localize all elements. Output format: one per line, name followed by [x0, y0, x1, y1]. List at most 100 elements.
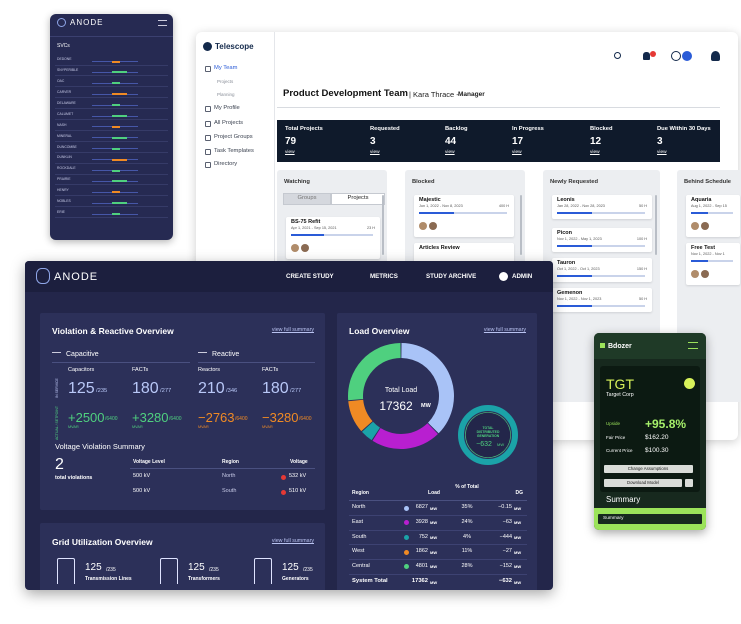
summary-link[interactable]: view full summary: [271, 538, 314, 545]
svc-name: OAC: [57, 79, 65, 84]
stat-link[interactable]: view: [370, 149, 380, 155]
region-dot: [404, 520, 409, 526]
panel-title: Grid Utilization Overview: [52, 536, 153, 547]
card-progress: [691, 212, 733, 214]
svc-row-line: [55, 195, 168, 196]
stat-link[interactable]: view: [512, 149, 522, 155]
svc-name: NASH: [57, 122, 67, 127]
svc-name: PRAIRIE: [57, 177, 71, 182]
project-card[interactable]: [552, 258, 652, 282]
asset-icon: [254, 558, 272, 584]
card-hours: 100 H: [636, 237, 647, 242]
asset-value: 125: [188, 562, 205, 573]
region-load: 3928: [415, 518, 428, 525]
dg-unit: MW: [514, 534, 522, 540]
search-icon[interactable]: [614, 52, 621, 59]
mobile-logo: [57, 18, 66, 27]
setpoint-value: /6400: [235, 415, 248, 422]
card-progress-fill: [691, 212, 708, 214]
project-card[interactable]: [552, 228, 652, 252]
anode-nav: [25, 261, 553, 292]
violation-count-label: total violations: [55, 475, 93, 482]
dropdown-label[interactable]: Summary: [603, 515, 624, 521]
hamburger[interactable]: [688, 342, 698, 349]
stat-link[interactable]: view: [285, 149, 295, 155]
dg-label: TOTAL DISTRIBUTED GENERATION: [476, 426, 500, 439]
button-label[interactable]: Download Model: [626, 479, 660, 485]
stat-value: 44: [445, 136, 457, 147]
svc-bar-fill: [112, 158, 127, 161]
summary-title: Voltage Violation Summary: [55, 442, 145, 452]
project-card[interactable]: [286, 217, 380, 259]
svc-name: HENRY: [57, 188, 69, 193]
in-service-value: 125: [68, 380, 95, 397]
card-name: Aquaria: [691, 197, 712, 204]
stat-value: 79: [285, 136, 297, 147]
dropdown[interactable]: [598, 514, 702, 524]
stat-link[interactable]: view: [590, 149, 600, 155]
nav-item[interactable]: Project Groups: [214, 134, 253, 141]
share-button[interactable]: [685, 479, 693, 487]
row-rule: [349, 559, 527, 560]
help-icon[interactable]: [671, 51, 681, 61]
card-dates: Aug 1, 2022 - Sep 15: [691, 204, 727, 209]
nav-item[interactable]: My Profile: [214, 105, 240, 112]
svc-bar-fill: [112, 169, 120, 172]
mvar-unit: MVAR: [68, 425, 79, 430]
region-dot: [404, 505, 409, 511]
svc-name: ROCKDALE: [57, 166, 76, 171]
stat-link[interactable]: view: [445, 149, 455, 155]
card-progress: [291, 234, 373, 236]
button-label[interactable]: Change Assumptions: [627, 465, 669, 471]
tab-groups[interactable]: [283, 193, 331, 205]
load-unit: MW: [430, 564, 438, 570]
table-header: Region: [222, 458, 239, 465]
nav-item[interactable]: Projects: [217, 78, 234, 84]
nav-link[interactable]: METRICS: [370, 272, 398, 280]
donut-segment: [401, 343, 454, 434]
nav-item[interactable]: Planning: [217, 91, 235, 97]
project-card[interactable]: [686, 243, 740, 285]
item-label: Reactors: [198, 367, 221, 374]
panel-title: Violation & Reactive Overview: [52, 325, 174, 336]
stat-label: Backlog: [445, 126, 468, 133]
project-card[interactable]: [552, 195, 652, 219]
dg-unit: MW: [514, 505, 522, 511]
card-progress: [557, 245, 645, 247]
button[interactable]: [604, 465, 693, 473]
cell: 500 kV: [133, 473, 151, 480]
stat-link[interactable]: view: [657, 149, 667, 155]
tab-label[interactable]: Projects: [347, 195, 369, 202]
nav-item[interactable]: My Team: [214, 65, 238, 72]
tab-label[interactable]: Groups: [297, 195, 317, 202]
avatar: [701, 270, 709, 278]
bell-icon[interactable]: [643, 52, 650, 60]
nav-link[interactable]: ADMIN: [512, 272, 533, 280]
card-dates: Jun 1, 2022 - Nov 8, 2023: [419, 204, 463, 209]
card-hours: 50 H: [638, 297, 647, 302]
project-card[interactable]: [414, 195, 514, 237]
nav-item[interactable]: All Projects: [214, 120, 243, 127]
region-dot: [404, 549, 409, 555]
svc-name: NOBLES: [57, 199, 71, 203]
svc-row-line: [55, 97, 168, 98]
telescope-brand: Telescope: [215, 42, 254, 51]
nav-link[interactable]: STUDY ARCHIVE: [426, 272, 477, 280]
region-name: East: [352, 518, 364, 525]
group-rule: [198, 362, 315, 363]
project-card[interactable]: [552, 288, 652, 312]
project-card[interactable]: [686, 195, 740, 237]
alert-dot: [281, 474, 286, 480]
mobile-brand: ANODE: [70, 18, 104, 27]
nav-link[interactable]: CREATE STUDY: [286, 272, 334, 280]
region-dg: −152: [499, 563, 512, 570]
admin-icon[interactable]: [499, 272, 508, 281]
mobile-header-line: [50, 36, 173, 37]
user-icon[interactable]: [711, 51, 720, 61]
tab-projects[interactable]: [331, 193, 385, 205]
summary-link[interactable]: view full summary: [271, 327, 314, 334]
nav-item[interactable]: Task Templates: [214, 148, 254, 155]
summary-link[interactable]: view full summary: [483, 327, 526, 334]
button[interactable]: [604, 479, 682, 487]
nav-item[interactable]: Directory: [214, 161, 238, 168]
